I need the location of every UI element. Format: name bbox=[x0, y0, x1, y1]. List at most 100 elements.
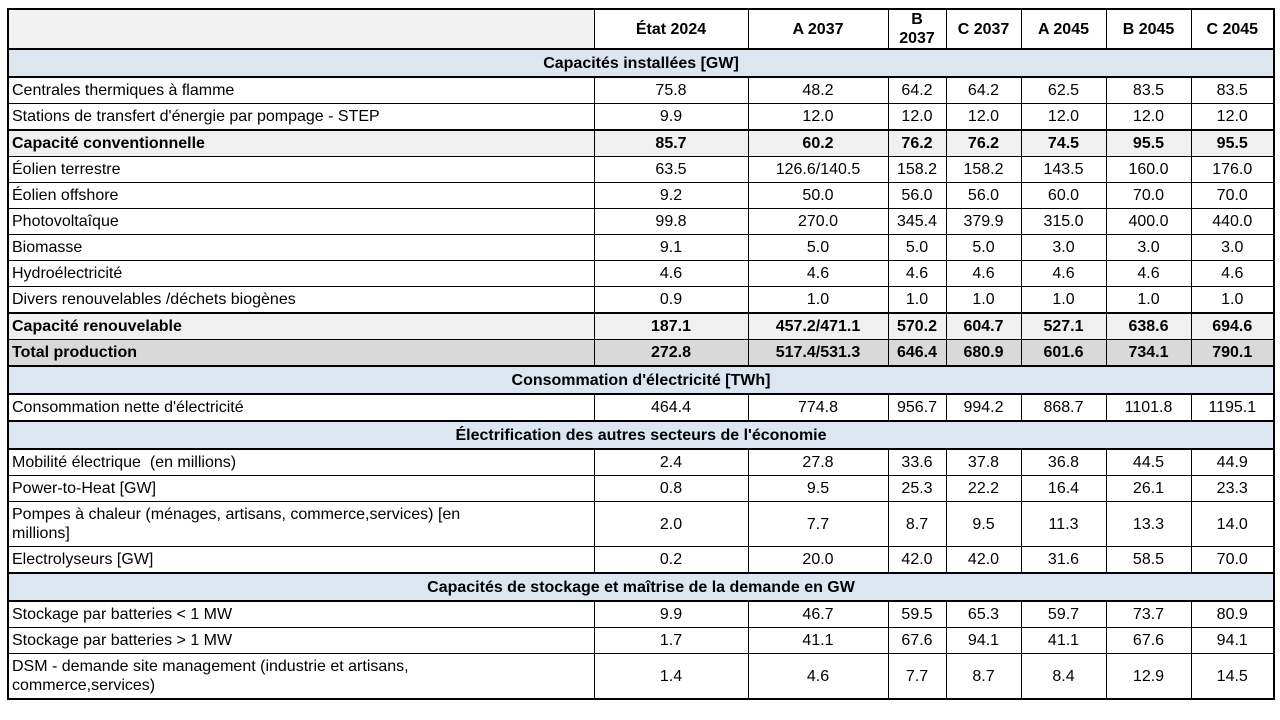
row-label: Divers renouvelables /déchets biogènes bbox=[7, 286, 595, 314]
cell-value: 94.1 bbox=[945, 627, 1022, 654]
table-row: Stations de transfert d'énergie par pomp… bbox=[7, 103, 1275, 131]
row-label: Stockage par batteries < 1 MW bbox=[7, 600, 595, 628]
cell-value: 59.7 bbox=[1020, 600, 1107, 628]
table-row: Pompes à chaleur (ménages, artisans, com… bbox=[7, 501, 1275, 547]
cell-value: 9.1 bbox=[593, 234, 749, 261]
cell-value: 23.3 bbox=[1190, 475, 1275, 502]
row-label: Consommation nette d'électricité bbox=[7, 393, 595, 422]
cell-value: 1.0 bbox=[887, 286, 947, 314]
table-row: Éolien offshore 9.2 50.0 56.0 56.0 60.0 70.0 70… bbox=[7, 182, 1275, 209]
cell-value: 70.0 bbox=[1190, 182, 1275, 209]
cell-value: 126.6/140.5 bbox=[747, 156, 889, 183]
section-title: Capacités installées [GW] bbox=[7, 48, 1275, 78]
section-title: Électrification des autres secteurs de l… bbox=[7, 420, 1275, 450]
cell-value: 9.9 bbox=[593, 103, 749, 131]
cell-value: 64.2 bbox=[887, 76, 947, 104]
cell-value: 1.0 bbox=[945, 286, 1022, 314]
cell-value: 26.1 bbox=[1105, 475, 1192, 502]
cell-value: 9.5 bbox=[945, 501, 1022, 547]
cell-value: 1.7 bbox=[593, 627, 749, 654]
cell-value: 315.0 bbox=[1020, 208, 1107, 235]
table-row: Mobilité électrique (en millions) 2.4 27.8… bbox=[7, 448, 1275, 476]
cell-value: 4.6 bbox=[1020, 260, 1107, 287]
column-header-a-2037: A 2037 bbox=[747, 8, 889, 50]
column-header-b-2045: B 2045 bbox=[1105, 8, 1192, 50]
cell-value: 95.5 bbox=[1190, 129, 1275, 157]
section-header-row: Capacités de stockage et maîtrise de la … bbox=[7, 572, 1275, 602]
cell-value: 774.8 bbox=[747, 393, 889, 422]
cell-value: 956.7 bbox=[887, 393, 947, 422]
cell-value: 9.9 bbox=[593, 600, 749, 628]
section-header-row: Capacités installées [GW] bbox=[7, 48, 1275, 78]
cell-value: 464.4 bbox=[593, 393, 749, 422]
cell-value: 50.0 bbox=[747, 182, 889, 209]
cell-value: 4.6 bbox=[1190, 260, 1275, 287]
cell-value: 601.6 bbox=[1020, 339, 1107, 367]
section-header-row: Consommation d'électricité [TWh] bbox=[7, 365, 1275, 395]
table-row: Stockage par batteries > 1 MW 1.7 41.1 67.6… bbox=[7, 627, 1275, 654]
cell-value: 4.6 bbox=[747, 260, 889, 287]
cell-value: 1.0 bbox=[747, 286, 889, 314]
table-row: Hydroélectricité 4.6 4.6 4.6 4.6 4.6 4.6 4.6 bbox=[7, 260, 1275, 287]
cell-value: 83.5 bbox=[1105, 76, 1192, 104]
cell-value: 868.7 bbox=[1020, 393, 1107, 422]
cell-value: 8.7 bbox=[887, 501, 947, 547]
cell-value: 517.4/531.3 bbox=[747, 339, 889, 367]
cell-value: 25.3 bbox=[887, 475, 947, 502]
cell-value: 11.3 bbox=[1020, 501, 1107, 547]
cell-value: 158.2 bbox=[945, 156, 1022, 183]
cell-value: 0.2 bbox=[593, 546, 749, 574]
cell-value: 22.2 bbox=[945, 475, 1022, 502]
section-header-row: Électrification des autres secteurs de l… bbox=[7, 420, 1275, 450]
cell-value: 4.6 bbox=[945, 260, 1022, 287]
cell-value: 8.7 bbox=[945, 653, 1022, 700]
row-label: Stations de transfert d'énergie par pomp… bbox=[7, 103, 595, 131]
cell-value: 56.0 bbox=[945, 182, 1022, 209]
cell-value: 74.5 bbox=[1020, 129, 1107, 157]
row-label: Éolien offshore bbox=[7, 182, 595, 209]
row-label: Total production bbox=[7, 339, 595, 367]
column-header-row: État 2024 A 2037 B 2037 C 2037 A 2045 B … bbox=[7, 8, 1275, 50]
cell-value: 9.5 bbox=[747, 475, 889, 502]
row-label: Hydroélectricité bbox=[7, 260, 595, 287]
cell-value: 12.0 bbox=[1190, 103, 1275, 131]
row-label: Photovoltaîque bbox=[7, 208, 595, 235]
cell-value: 14.5 bbox=[1190, 653, 1275, 700]
cell-value: 345.4 bbox=[887, 208, 947, 235]
column-header-c-2045: C 2045 bbox=[1190, 8, 1275, 50]
cell-value: 694.6 bbox=[1190, 312, 1275, 340]
cell-value: 36.8 bbox=[1020, 448, 1107, 476]
cell-value: 27.8 bbox=[747, 448, 889, 476]
table-row: Éolien terrestre 63.5 126.6/140.5 158.2 158.… bbox=[7, 156, 1275, 183]
table-row: Divers renouvelables /déchets biogènes 0.… bbox=[7, 286, 1275, 314]
cell-value: 67.6 bbox=[887, 627, 947, 654]
cell-value: 1.0 bbox=[1190, 286, 1275, 314]
cell-value: 12.0 bbox=[1105, 103, 1192, 131]
cell-value: 12.0 bbox=[747, 103, 889, 131]
cell-value: 95.5 bbox=[1105, 129, 1192, 157]
cell-value: 56.0 bbox=[887, 182, 947, 209]
cell-value: 3.0 bbox=[1020, 234, 1107, 261]
cell-value: 33.6 bbox=[887, 448, 947, 476]
cell-value: 638.6 bbox=[1105, 312, 1192, 340]
cell-value: 1.0 bbox=[1105, 286, 1192, 314]
row-label: Capacité conventionnelle bbox=[7, 129, 595, 157]
cell-value: 16.4 bbox=[1020, 475, 1107, 502]
cell-value: 14.0 bbox=[1190, 501, 1275, 547]
cell-value: 790.1 bbox=[1190, 339, 1275, 367]
cell-value: 3.0 bbox=[1190, 234, 1275, 261]
cell-value: 5.0 bbox=[945, 234, 1022, 261]
table-row: Stockage par batteries < 1 MW 9.9 46.7 59.5… bbox=[7, 600, 1275, 628]
cell-value: 7.7 bbox=[887, 653, 947, 700]
cell-value: 7.7 bbox=[747, 501, 889, 547]
cell-value: 604.7 bbox=[945, 312, 1022, 340]
table-row: Total production 272.8 517.4/531.3 646.4 680… bbox=[7, 339, 1275, 367]
cell-value: 8.4 bbox=[1020, 653, 1107, 700]
cell-value: 83.5 bbox=[1190, 76, 1275, 104]
cell-value: 65.3 bbox=[945, 600, 1022, 628]
cell-value: 70.0 bbox=[1190, 546, 1275, 574]
cell-value: 60.0 bbox=[1020, 182, 1107, 209]
cell-value: 37.8 bbox=[945, 448, 1022, 476]
cell-value: 1.4 bbox=[593, 653, 749, 700]
